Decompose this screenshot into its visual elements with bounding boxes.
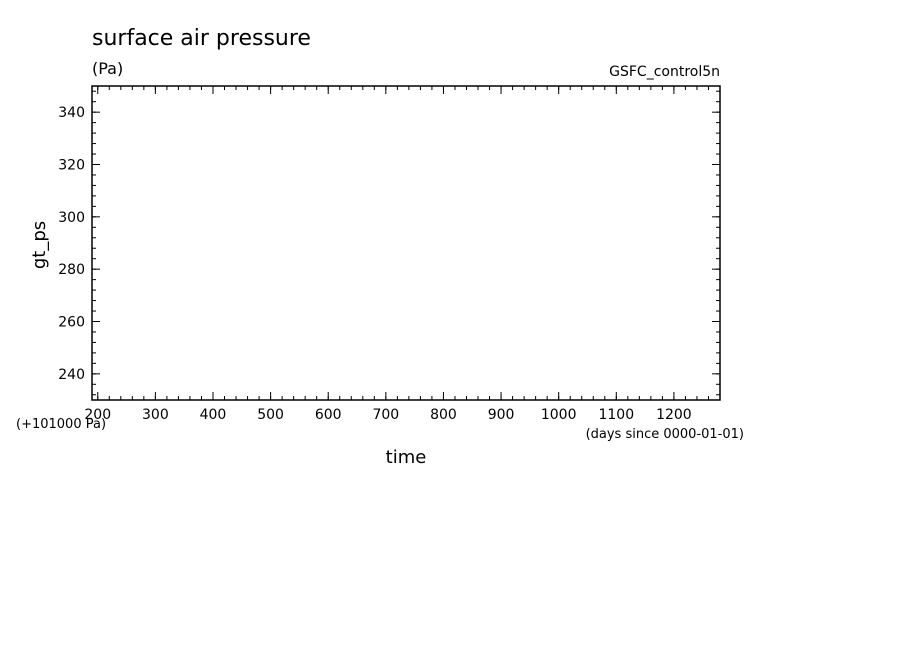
x-tick-label: 700: [372, 407, 399, 423]
chart-title: surface air pressure: [92, 26, 311, 51]
y-tick-label: 280: [58, 262, 85, 278]
x-tick-label: 800: [430, 407, 457, 423]
x-tick-label: 1200: [656, 407, 692, 423]
x-axis-label: time: [386, 447, 427, 468]
y-tick-label: 340: [58, 105, 85, 121]
y-tick-label: 300: [58, 210, 85, 226]
plot-frame: [91, 85, 721, 401]
x-tick-label: 1000: [541, 407, 577, 423]
x-units-note: (days since 0000-01-01): [586, 427, 744, 442]
x-tick-label: 400: [200, 407, 227, 423]
units-label: (Pa): [92, 59, 123, 78]
x-tick-label: 900: [488, 407, 515, 423]
x-tick-label: 200: [84, 407, 111, 423]
x-tick-label: 1100: [598, 407, 634, 423]
x-tick-label: 500: [257, 407, 284, 423]
y-tick-label: 240: [58, 367, 85, 383]
x-tick-labels: 200 300 400 500 600 700 800 900 1000 1100 1200: [84, 407, 691, 423]
y-offset-note: (+101000 Pa): [16, 417, 106, 432]
x-tick-label: 600: [315, 407, 342, 423]
y-tick-labels: 240 260 280 300 320 340: [58, 105, 85, 383]
run-label: GSFC_control5n: [609, 64, 720, 80]
y-axis-label: gt_ps: [29, 221, 50, 269]
x-tick-label: 300: [142, 407, 169, 423]
y-tick-label: 260: [58, 315, 85, 331]
axis-ticks: [92, 86, 721, 400]
y-tick-label: 320: [58, 158, 85, 174]
